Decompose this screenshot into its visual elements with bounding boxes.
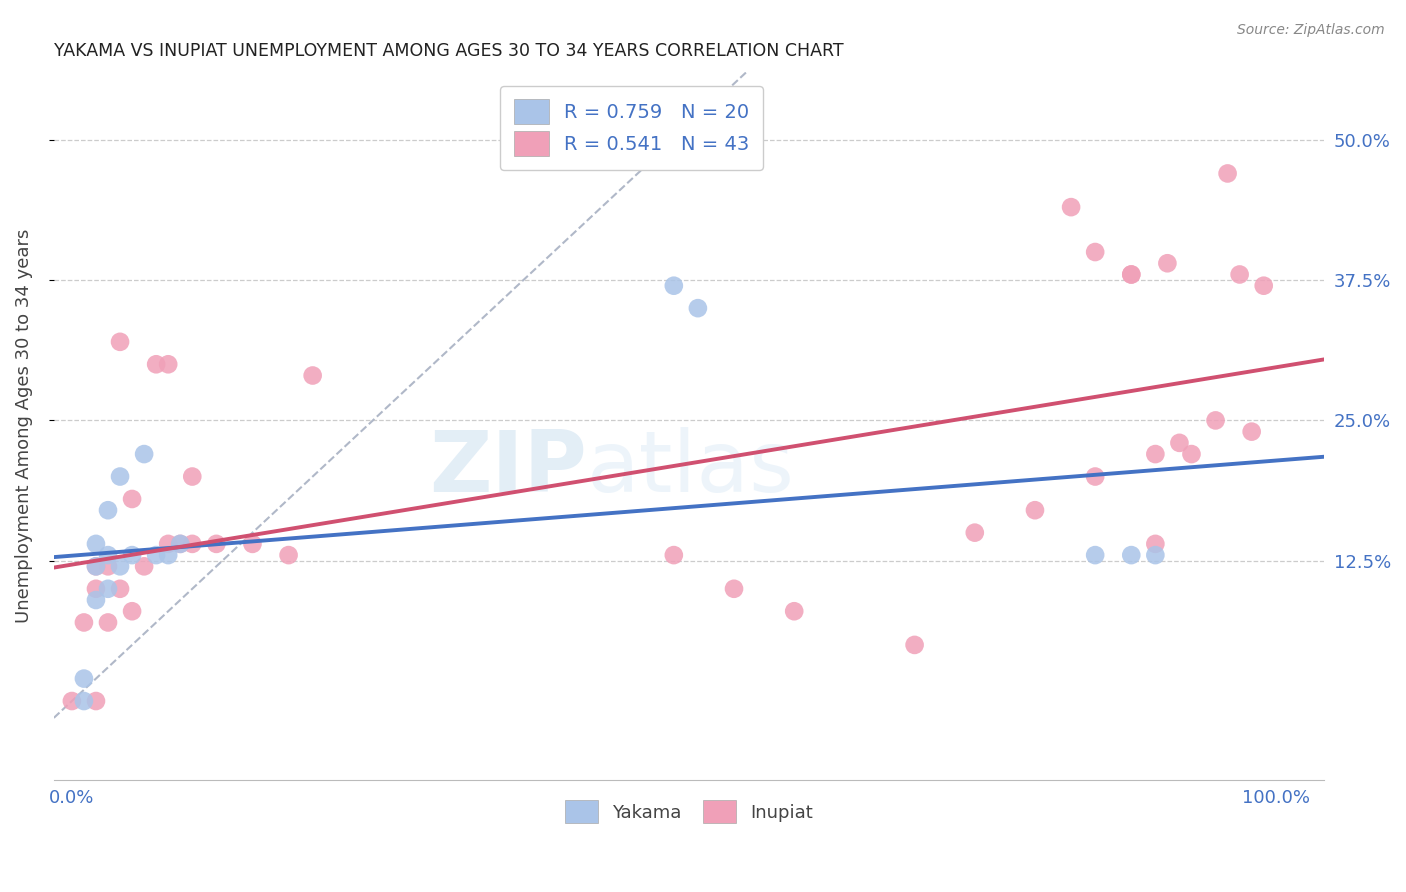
Point bbox=[1144, 537, 1167, 551]
Point bbox=[1180, 447, 1202, 461]
Point bbox=[1156, 256, 1178, 270]
Point bbox=[181, 469, 204, 483]
Point bbox=[1084, 245, 1107, 260]
Point bbox=[783, 604, 806, 618]
Point bbox=[686, 301, 709, 315]
Text: Source: ZipAtlas.com: Source: ZipAtlas.com bbox=[1237, 23, 1385, 37]
Text: YAKAMA VS INUPIAT UNEMPLOYMENT AMONG AGES 30 TO 34 YEARS CORRELATION CHART: YAKAMA VS INUPIAT UNEMPLOYMENT AMONG AGE… bbox=[53, 42, 844, 60]
Point bbox=[108, 469, 131, 483]
Point bbox=[73, 672, 96, 686]
Point bbox=[903, 638, 925, 652]
Point bbox=[97, 582, 120, 596]
Point bbox=[121, 491, 143, 506]
Point bbox=[73, 615, 96, 630]
Point bbox=[242, 537, 264, 551]
Point bbox=[1060, 200, 1083, 214]
Point bbox=[134, 447, 156, 461]
Point bbox=[662, 548, 685, 562]
Point bbox=[662, 278, 685, 293]
Legend: Yakama, Inupiat: Yakama, Inupiat bbox=[554, 789, 824, 834]
Point bbox=[121, 548, 143, 562]
Point bbox=[84, 694, 107, 708]
Point bbox=[108, 582, 131, 596]
Y-axis label: Unemployment Among Ages 30 to 34 years: Unemployment Among Ages 30 to 34 years bbox=[15, 229, 32, 624]
Point bbox=[84, 593, 107, 607]
Point bbox=[121, 604, 143, 618]
Point bbox=[205, 537, 228, 551]
Point bbox=[963, 525, 986, 540]
Point bbox=[108, 334, 131, 349]
Point bbox=[157, 548, 180, 562]
Point bbox=[169, 537, 191, 551]
Point bbox=[1205, 413, 1227, 427]
Text: ZIP: ZIP bbox=[429, 427, 588, 510]
Point bbox=[1229, 268, 1251, 282]
Text: atlas: atlas bbox=[588, 427, 796, 510]
Point bbox=[1216, 166, 1239, 180]
Point bbox=[1144, 548, 1167, 562]
Point bbox=[157, 357, 180, 371]
Point bbox=[1121, 268, 1143, 282]
Point bbox=[145, 357, 167, 371]
Point bbox=[1024, 503, 1046, 517]
Point bbox=[1121, 548, 1143, 562]
Point bbox=[1084, 548, 1107, 562]
Point bbox=[84, 559, 107, 574]
Point bbox=[97, 503, 120, 517]
Point bbox=[1168, 435, 1191, 450]
Point bbox=[169, 537, 191, 551]
Point bbox=[181, 537, 204, 551]
Point bbox=[1084, 469, 1107, 483]
Point bbox=[277, 548, 299, 562]
Point bbox=[301, 368, 323, 383]
Point bbox=[84, 559, 107, 574]
Point bbox=[145, 548, 167, 562]
Point bbox=[84, 582, 107, 596]
Point bbox=[97, 548, 120, 562]
Point bbox=[1253, 278, 1275, 293]
Point bbox=[1144, 447, 1167, 461]
Point bbox=[108, 559, 131, 574]
Point bbox=[1240, 425, 1263, 439]
Point bbox=[73, 694, 96, 708]
Point bbox=[97, 615, 120, 630]
Point bbox=[723, 582, 745, 596]
Point bbox=[1121, 268, 1143, 282]
Point bbox=[60, 694, 83, 708]
Point bbox=[157, 537, 180, 551]
Point bbox=[84, 537, 107, 551]
Point bbox=[134, 559, 156, 574]
Point bbox=[97, 559, 120, 574]
